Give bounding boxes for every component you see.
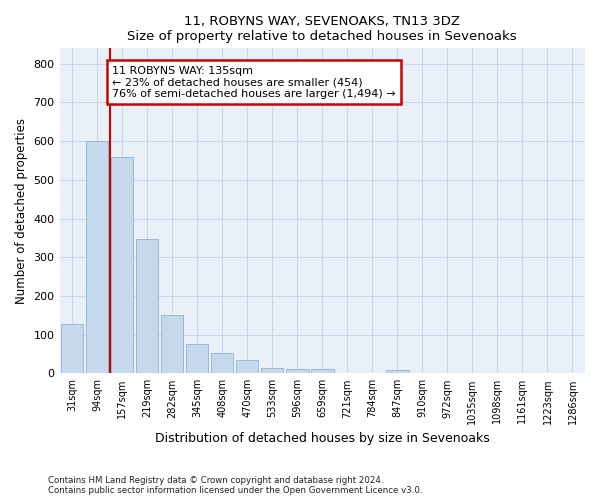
Bar (236, 360, 259, 374)
Bar (386, 370, 409, 374)
Bar (86, 141, 109, 374)
Bar (136, 238, 158, 374)
Bar (61, 324, 83, 374)
Bar (261, 368, 283, 374)
Y-axis label: Number of detached properties: Number of detached properties (15, 118, 28, 304)
Bar (161, 316, 184, 374)
Bar (111, 158, 133, 374)
Bar (286, 368, 308, 374)
Bar (311, 368, 334, 374)
Text: 11 ROBYNS WAY: 135sqm
← 23% of detached houses are smaller (454)
76% of semi-det: 11 ROBYNS WAY: 135sqm ← 23% of detached … (112, 66, 396, 99)
Bar (211, 353, 233, 374)
X-axis label: Distribution of detached houses by size in Sevenoaks: Distribution of detached houses by size … (155, 432, 490, 445)
Bar (186, 344, 208, 374)
Text: Contains HM Land Registry data © Crown copyright and database right 2024.
Contai: Contains HM Land Registry data © Crown c… (48, 476, 422, 495)
Title: 11, ROBYNS WAY, SEVENOAKS, TN13 3DZ
Size of property relative to detached houses: 11, ROBYNS WAY, SEVENOAKS, TN13 3DZ Size… (127, 15, 517, 43)
